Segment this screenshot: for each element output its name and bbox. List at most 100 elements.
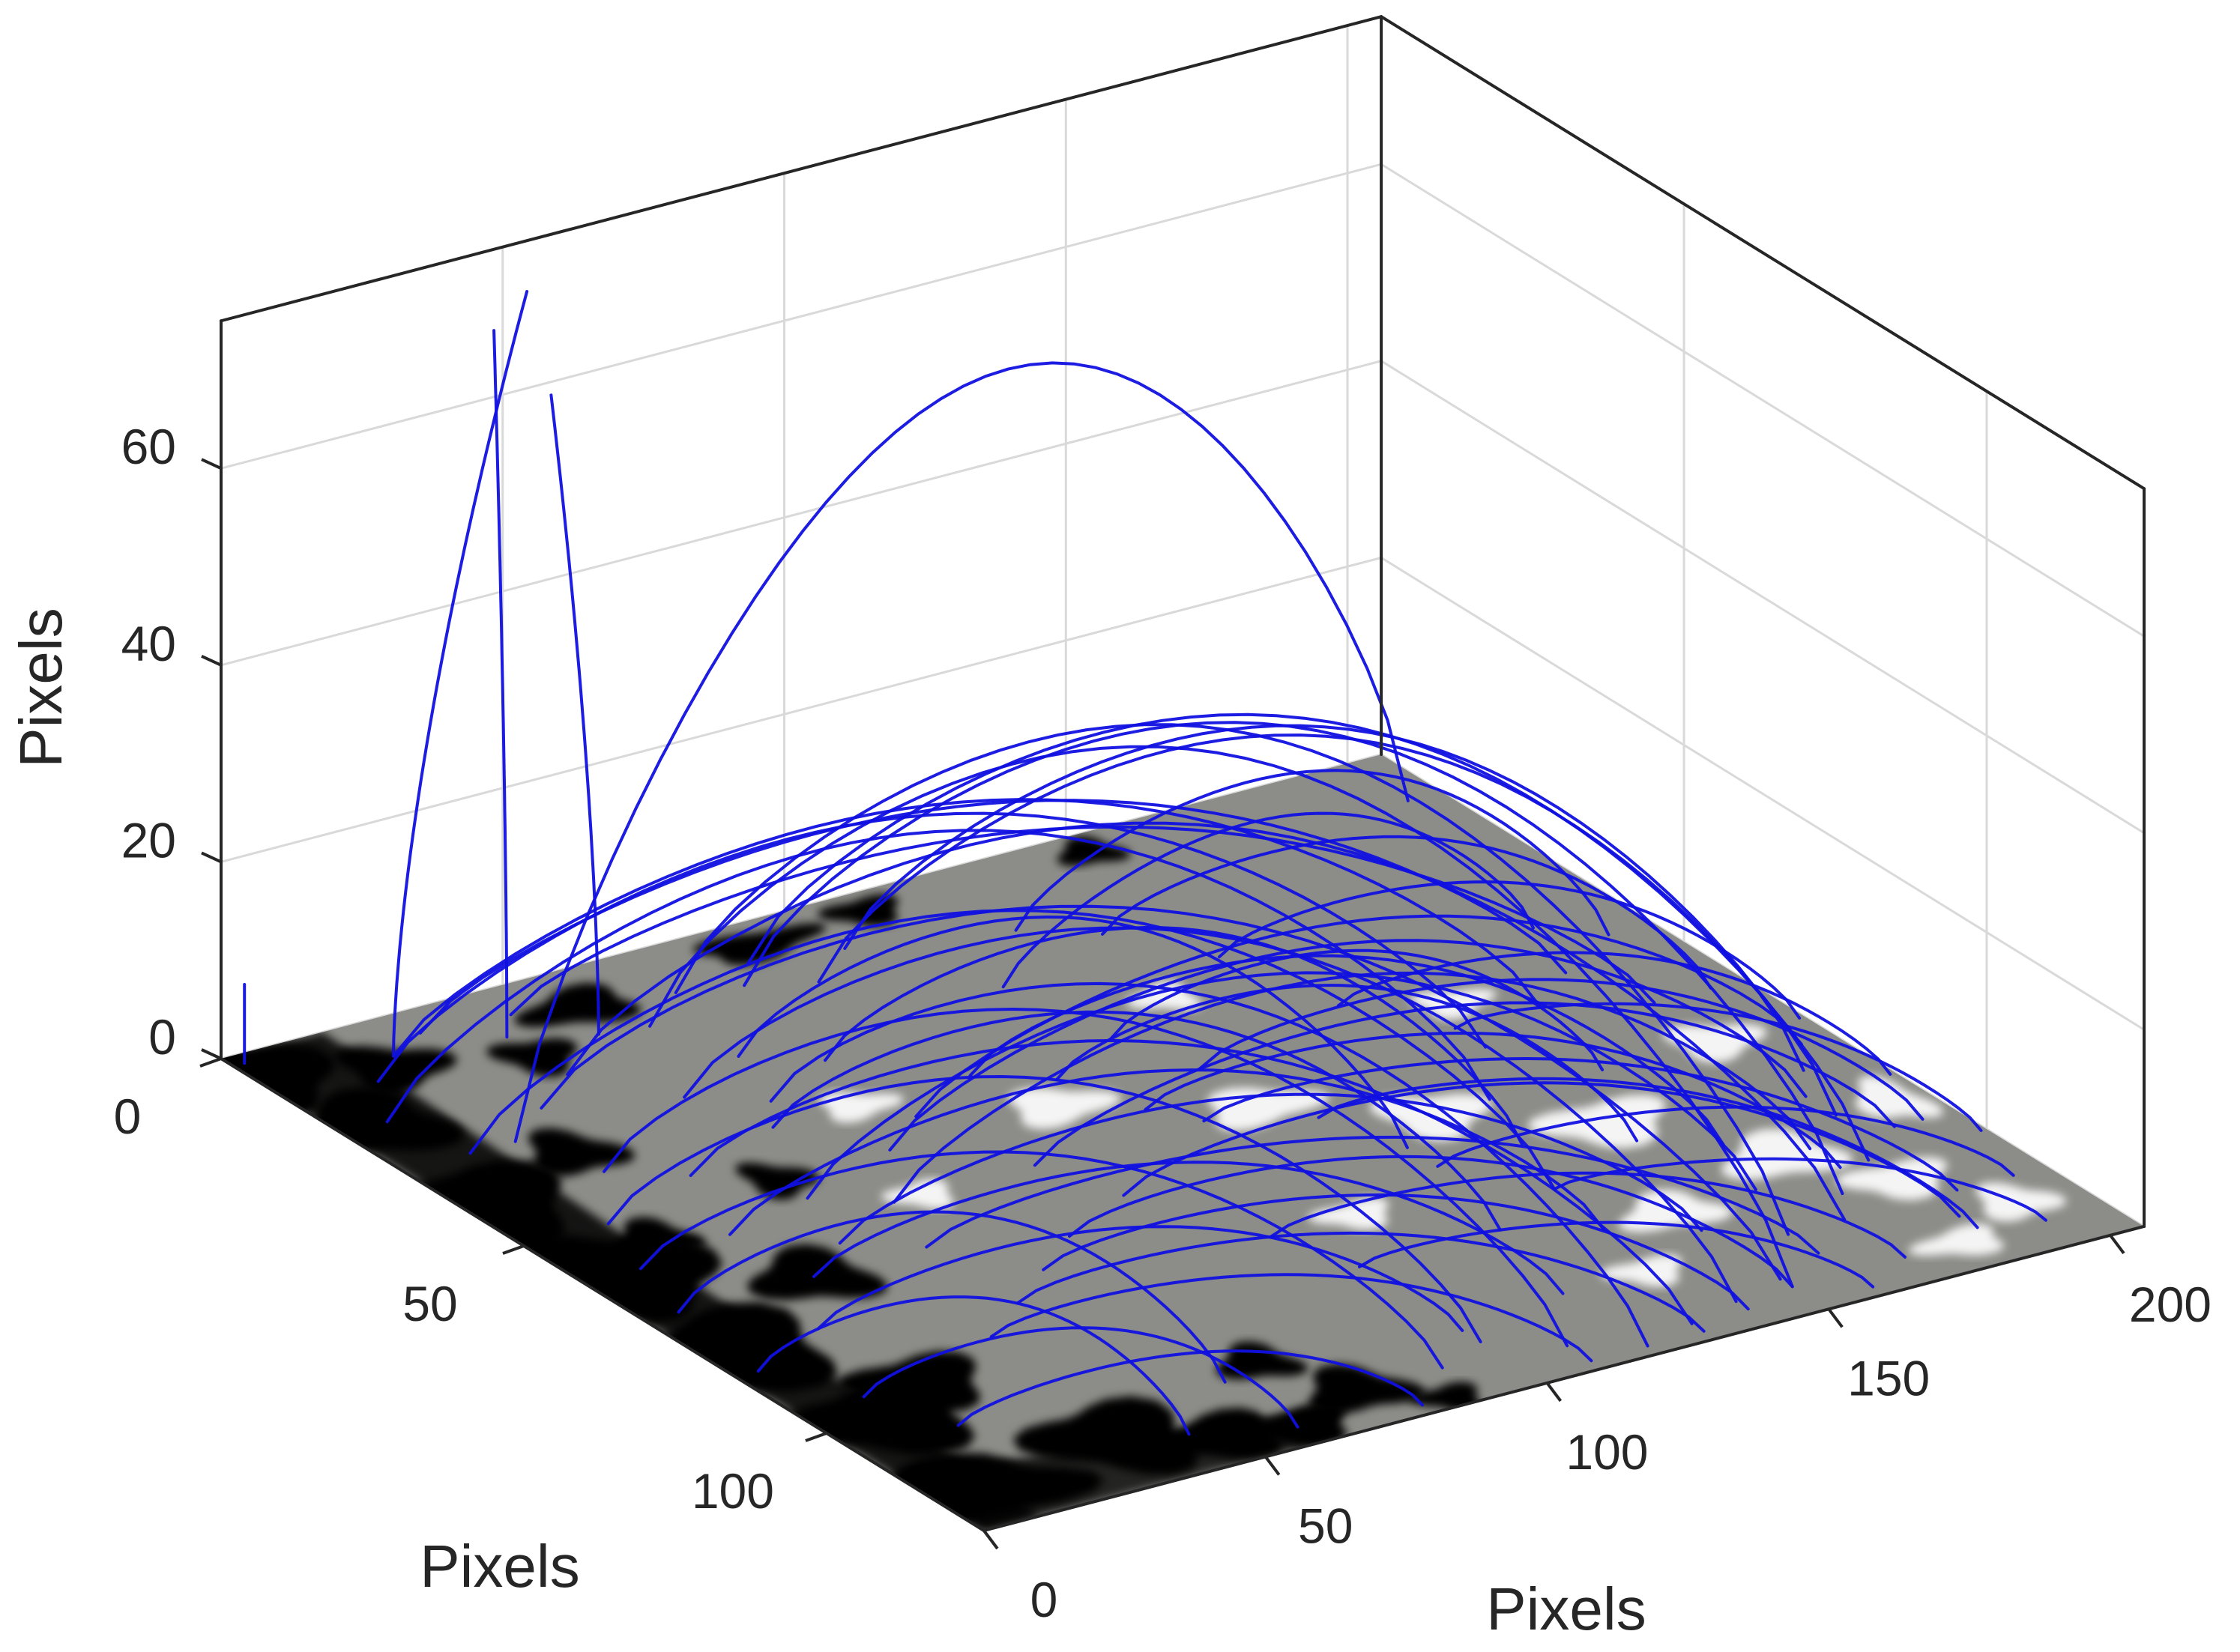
x-tick-label: 150 [1847,1350,1930,1406]
closed-field-line [1001,811,1535,989]
z-gridline [220,163,2145,638]
tick-marks [199,458,2125,1550]
y-tick [805,1432,827,1442]
closed-field-line [817,733,1838,1117]
z-tick [201,851,222,864]
closed-field-line [677,1210,1227,1384]
y-tick-label: 100 [692,1463,774,1519]
y-tick [502,1244,525,1255]
negative-polarity-patch [1057,836,1132,867]
positive-polarity-patch [1975,1182,2068,1222]
closed-field-line [838,1092,1703,1245]
x-axis-label: Pixels [1486,1576,1646,1642]
floor-base [221,754,2144,1531]
x-tick-label: 50 [1298,1498,1353,1553]
closed-field-line [1033,1001,1896,1167]
closed-field-line [1218,880,1802,1020]
closed-field-line [824,925,1524,1146]
closed-field-line [746,712,1871,1162]
z-tick-label: 0 [148,1009,176,1065]
positive-polarity-patch [818,1092,905,1123]
closed-field-line [989,1273,1593,1363]
x-tick [982,1529,999,1550]
closed-field-line [806,971,1757,1200]
closed-field-line [769,981,1649,1348]
box-edge [220,1057,985,1532]
open-field-line [492,329,509,1039]
closed-field-line [1336,951,1892,1076]
y-axis-label: Pixels [420,1533,579,1600]
positive-polarity-patch [1007,1088,1121,1130]
closed-field-line [603,1007,1569,1348]
negative-polarity-patch [836,1351,980,1412]
closed-field-line [1014,769,1610,937]
x-tick [2109,1234,2125,1255]
z-tick-label: 20 [121,812,176,868]
y-tick [199,1057,222,1068]
closed-field-line [1358,1220,1875,1289]
closed-field-line [648,745,1794,1289]
closed-field-line [1015,1231,1706,1333]
negative-polarity-patch [734,1162,819,1200]
positive-polarity-patch [1662,1023,1768,1063]
positive-polarity-patch [1835,1157,1948,1201]
positive-polarity-patch [1721,1128,1853,1181]
z-tick-label: 40 [121,616,176,671]
positive-polarity-patch [881,1179,955,1209]
x-tick-label: 100 [1566,1424,1648,1480]
x-tick [1827,1308,1844,1328]
closed-field-line [862,1326,1299,1429]
positive-polarity-patch [1599,1254,1682,1287]
closed-field-line [509,825,1656,1017]
tick-labels: 0 20 40 60 0 50 100 0 50 100 150 200 [114,419,2212,1627]
closed-field-line [1453,1002,1983,1132]
positive-polarity-patch [1527,1094,1666,1149]
x-tick-label: 0 [1030,1572,1058,1627]
closed-field-line [385,829,1491,1124]
field-lines [243,290,2047,1436]
closed-field-line [1068,1155,1794,1289]
negative-polarity-patch [486,1038,578,1077]
closed-field-line [737,915,1409,1149]
closed-field-line [925,1135,1820,1255]
closed-field-line [1122,1081,1961,1218]
open-field-line [392,290,529,1058]
closed-field-line [888,939,1808,1152]
closed-field-line [1553,1157,2047,1222]
z-tick [201,654,222,667]
y-tick-label: 0 [114,1089,142,1144]
x-tick-label: 200 [2129,1277,2212,1332]
y-tick-label: 50 [402,1276,457,1331]
closed-field-line [1198,978,1924,1121]
closed-field-line [1042,1193,1750,1311]
closed-field-line [756,1295,1191,1436]
closed-field-line [1144,1031,1842,1170]
closed-field-line [683,926,1738,1304]
closed-field-line [1202,1056,1959,1192]
box-edge [220,15,1383,323]
closed-field-line [418,799,1568,1035]
positive-polarity-patch [1307,1197,1389,1230]
z-gridline [220,360,2145,835]
z-axis-label: Pixels [7,608,74,767]
closed-field-line [728,1068,1605,1236]
closed-field-line [968,954,1725,1146]
axes-box [220,15,2146,1532]
negative-front-band [899,1405,1342,1531]
closed-field-line [1317,1077,1979,1229]
closed-field-line [771,1010,1502,1232]
x-tick [1545,1382,1563,1403]
closed-field-line [513,361,1410,1143]
closed-field-line [812,1161,1565,1295]
closed-field-line [816,1225,1464,1332]
z-tick [201,1048,222,1060]
open-field-line [549,393,600,1036]
closed-field-line [956,1349,1424,1427]
negative-edge-band [221,1032,1041,1531]
negative-polarity-patch [514,982,642,1027]
box-edge [1380,15,2146,491]
box-edge [982,1224,2146,1532]
z-tick [201,458,222,471]
x-tick [1264,1456,1281,1476]
